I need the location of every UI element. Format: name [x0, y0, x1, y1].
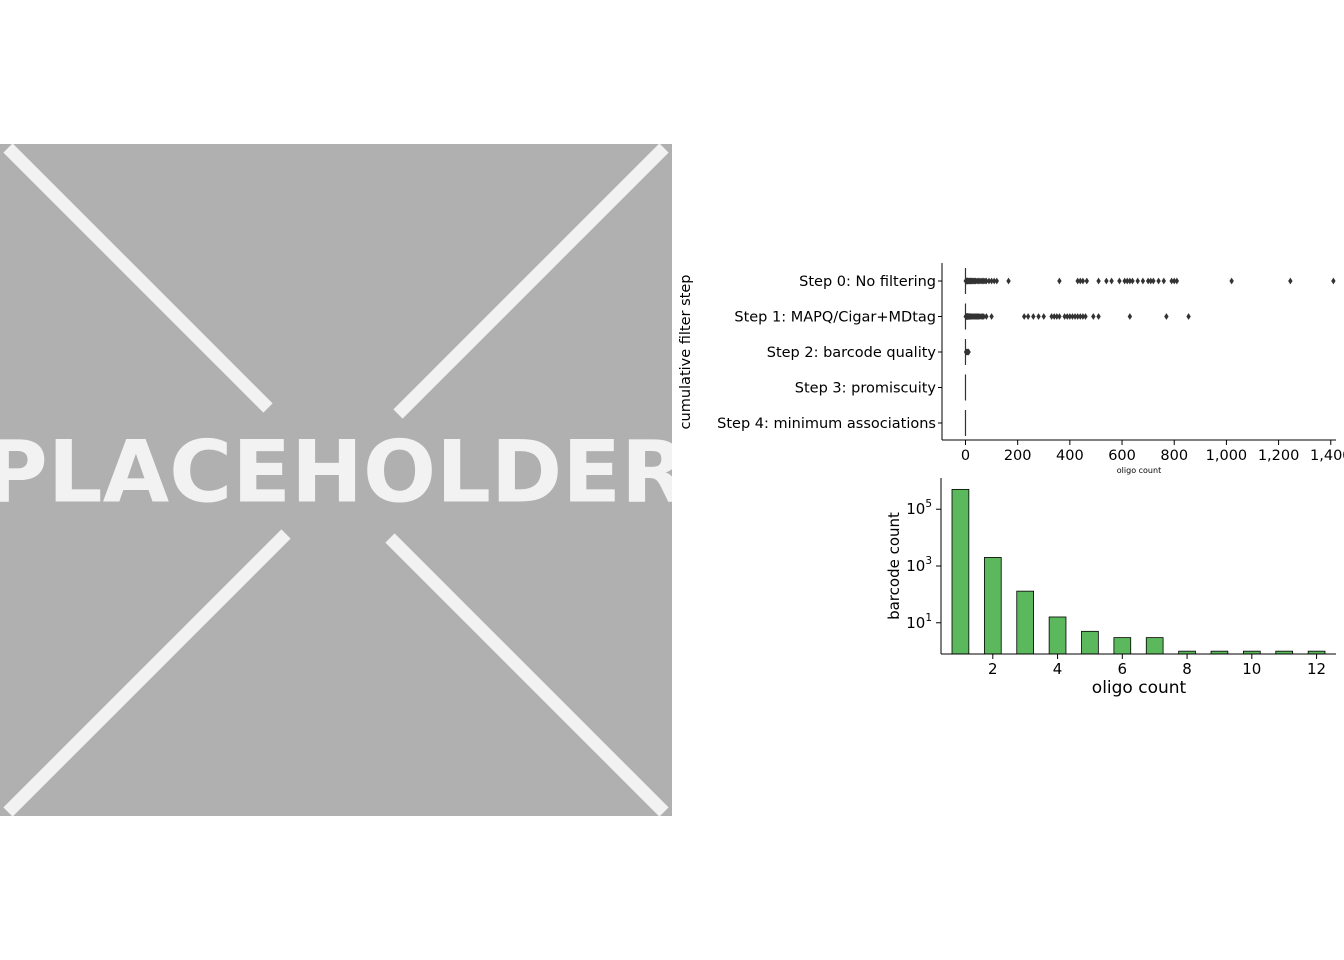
boxplot-category-label: Step 3: promiscuity — [795, 381, 937, 397]
boxplot-x-tick-label: 400 — [1056, 448, 1084, 464]
histogram-bar — [983, 557, 1002, 655]
boxplot-x-tick-label: 800 — [1160, 448, 1188, 464]
histogram-x-axis-label: oligo count — [1092, 678, 1187, 698]
boxplot-x-ticks: 0 200 400 600 800 1,000 1,200 1,400 — [961, 440, 1344, 464]
boxplot-outlier-point — [1091, 313, 1096, 320]
histogram-y-axis-label: barcode count — [885, 512, 903, 620]
boxplot-outlier-point — [1151, 277, 1156, 285]
histogram-x-tick-label: 10 — [1242, 660, 1261, 678]
histogram-x-ticks: 2 4 6 8 10 12 — [988, 654, 1326, 678]
boxplot-category-labels: Step 0: No filtering Step 1: MAPQ/Cigar+M… — [717, 274, 942, 432]
boxplot-outlier-point — [994, 277, 999, 285]
boxplot-outlier-point — [1145, 277, 1151, 285]
placeholder-cross-line — [393, 144, 669, 419]
boxplot-outlier-point — [1186, 313, 1191, 320]
histogram-y-tick-exponent: 5 — [925, 498, 932, 510]
histogram-y-tick-exponent: 3 — [925, 555, 932, 567]
boxplot-category-label: Step 4: minimum associations — [717, 416, 936, 432]
boxplot-outlier-point — [1130, 277, 1135, 285]
boxplot-outlier-point — [1288, 277, 1293, 285]
boxplot-outlier-point — [1075, 313, 1080, 320]
boxplot-y-axis-label: cumulative filter step — [678, 275, 694, 430]
boxplot-outlier-point — [989, 313, 994, 320]
boxplot-outlier-point — [1096, 277, 1101, 285]
boxplot-outlier-point — [1156, 277, 1161, 285]
boxplot-category-label: Step 1: MAPQ/Cigar+MDtag — [734, 310, 936, 326]
placeholder-cross-line — [385, 533, 669, 816]
boxplot-x-tick-label: 0 — [961, 448, 970, 464]
boxplot-x-tick-label: 200 — [1004, 448, 1032, 464]
placeholder-image: PLACEHOLDER — [0, 144, 672, 816]
boxplot-outlier-point — [1331, 277, 1336, 285]
boxplot-x-tick-label: 600 — [1108, 448, 1136, 464]
boxplot-outlier-point — [1057, 277, 1062, 285]
boxplot-outlier-point — [1096, 313, 1101, 320]
boxplot-outlier-point — [1229, 277, 1234, 285]
histogram-bar — [951, 488, 970, 655]
boxplot-outlier-point — [1117, 277, 1122, 285]
boxplot-outlier-point — [991, 277, 997, 285]
histogram-y-tick-label: 105 — [906, 498, 932, 518]
boxplot-axes — [941, 263, 1336, 441]
histogram-bar — [1048, 616, 1067, 655]
boxplot-category-label: Step 0: No filtering — [799, 274, 936, 290]
histogram-y-tick-base: 10 — [906, 614, 925, 632]
boxplot-outlier-point — [1083, 313, 1088, 320]
boxplot-x-tick-label: 1,400 — [1310, 448, 1344, 464]
boxplot-outlier-point — [1057, 313, 1062, 320]
histogram-bar — [1016, 590, 1034, 655]
boxplot-outlier-point — [1078, 277, 1083, 285]
filter-step-boxplot: Step 0: No filtering Step 1: MAPQ/Cigar+M… — [678, 263, 1344, 475]
boxplot-outlier-point — [1161, 277, 1166, 285]
boxplot-x-tick-label: 1,000 — [1206, 448, 1248, 464]
boxplot-outlier-point — [984, 313, 989, 320]
boxplot-outlier-point — [1084, 277, 1090, 285]
histogram-y-tick-base: 10 — [906, 500, 925, 518]
histogram-x-tick-label: 2 — [988, 660, 998, 678]
histogram-x-tick-label: 6 — [1118, 660, 1128, 678]
histogram-y-tick-base: 10 — [906, 557, 925, 575]
histogram-bar — [1145, 637, 1164, 655]
boxplot-x-tick-label: 1,200 — [1258, 448, 1300, 464]
boxplot-outlier-point — [1025, 313, 1031, 320]
placeholder-cross-line — [3, 529, 291, 816]
boxplot-outlier-point — [1078, 313, 1083, 320]
boxplot-outlier-point — [1006, 277, 1011, 285]
boxplot-outlier-point — [1104, 277, 1109, 285]
boxplot-outlier-point — [1075, 277, 1080, 285]
boxplot-outlier-point — [1135, 277, 1140, 285]
histogram-bars — [951, 488, 1326, 655]
boxplot-outlier-point — [1080, 277, 1086, 285]
histogram-x-tick-label: 4 — [1053, 660, 1063, 678]
boxplot-outlier-point — [989, 277, 994, 285]
boxplot-outlier-point — [1174, 277, 1180, 285]
boxplot-category-label: Step 2: barcode quality — [767, 345, 937, 361]
histogram-x-tick-label: 8 — [1182, 660, 1192, 678]
boxplot-x-axis-label: oligo count — [1117, 466, 1161, 475]
boxplot-outlier-point — [1036, 313, 1041, 320]
histogram-y-tick-label: 103 — [906, 555, 932, 575]
histogram-y-tick-label: 101 — [906, 612, 932, 632]
placeholder-cross-line — [3, 144, 273, 413]
boxplot-outlier-point — [1127, 313, 1133, 320]
histogram-bar — [1081, 630, 1099, 655]
boxplot-outlier-point — [1031, 313, 1036, 320]
boxplot-outlier-point — [1140, 277, 1146, 285]
histogram-y-tick-exponent: 1 — [925, 612, 932, 624]
placeholder-label: PLACEHOLDER — [0, 422, 672, 522]
boxplot-outlier-point — [1164, 313, 1169, 320]
boxplot-outlier-point — [1021, 313, 1027, 320]
histogram-bar — [1113, 637, 1132, 655]
histogram-x-tick-label: 12 — [1307, 660, 1326, 678]
boxplot-outlier-point — [1109, 277, 1114, 285]
boxplot-outliers — [963, 277, 1336, 356]
boxplot-outlier-point — [1041, 313, 1046, 320]
boxplot-outlier-point — [1127, 277, 1133, 285]
